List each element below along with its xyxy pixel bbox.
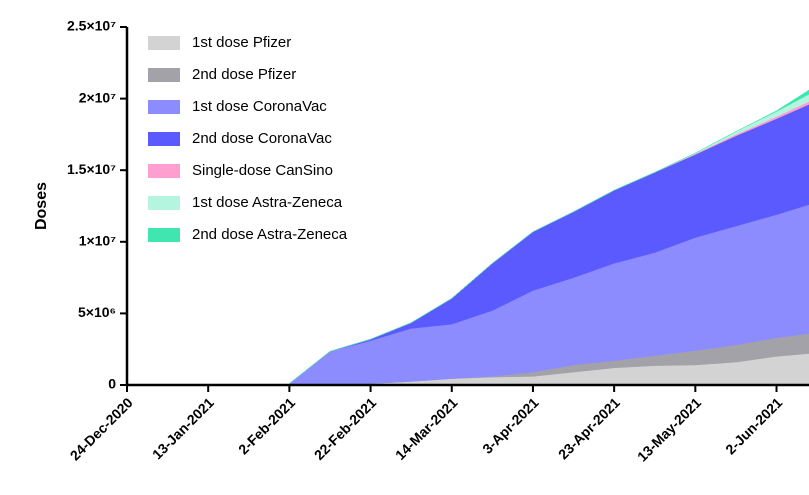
x-tick-label: 2-Jun-2021: [722, 394, 785, 457]
x-tick-label: 2-Feb-2021: [235, 394, 298, 457]
x-tick-label: 23-Apr-2021: [555, 394, 623, 462]
legend-label: 2nd dose CoronaVac: [192, 130, 332, 147]
legend-label: 2nd dose Pfizer: [192, 66, 296, 83]
area: [289, 89, 809, 384]
legend-label: 1st dose Pfizer: [192, 34, 291, 51]
legend-swatch: [148, 132, 180, 146]
legend-label: 1st dose Astra-Zeneca: [192, 194, 343, 211]
legend-swatch: [148, 228, 180, 242]
legend-swatch: [148, 196, 180, 210]
y-axis-label: Doses: [33, 182, 50, 230]
legend-label: 1st dose CoronaVac: [192, 98, 327, 115]
legend-label: 2nd dose Astra-Zeneca: [192, 226, 348, 243]
y-tick-label: 1×10⁷: [79, 233, 117, 249]
legend-swatch: [148, 100, 180, 114]
x-tick-label: 24-Dec-2020: [67, 394, 136, 463]
legend-swatch: [148, 36, 180, 50]
y-tick-label: 2×10⁷: [79, 89, 117, 105]
x-tick-label: 14-Mar-2021: [392, 394, 461, 463]
y-tick-label: 1.5×10⁷: [67, 161, 116, 177]
y-tick-label: 0: [108, 376, 116, 392]
x-tick-label: 13-May-2021: [634, 394, 704, 464]
x-tick-label: 3-Apr-2021: [479, 394, 542, 457]
legend-swatch: [148, 68, 180, 82]
x-tick-label: 22-Feb-2021: [311, 394, 380, 463]
y-tick-label: 5×10⁶: [78, 304, 116, 320]
legend-swatch: [148, 164, 180, 178]
x-tick-label: 13-Jan-2021: [149, 394, 217, 462]
y-tick-label: 2.5×10⁷: [67, 18, 116, 34]
legend-label: Single-dose CanSino: [192, 162, 333, 179]
